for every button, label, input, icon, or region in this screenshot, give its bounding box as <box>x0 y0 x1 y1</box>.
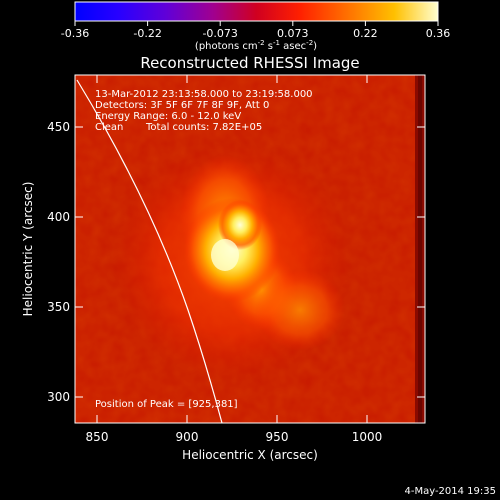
energy-range-text: Energy Range: 6.0 - 12.0 keV <box>95 111 241 122</box>
axis-ticks <box>75 75 425 423</box>
info-annotations: 13-Mar-2012 23:13:58.000 to 23:19:58.000… <box>95 89 313 133</box>
colorbar-tick-label: 0.073 <box>277 27 309 40</box>
x-tick-label: 1000 <box>352 430 383 444</box>
clean-text: Clean <box>95 122 123 133</box>
x-tick-label: 850 <box>86 430 109 444</box>
x-tick-label: 900 <box>176 430 199 444</box>
colorbar-tick-label: 0.22 <box>353 27 378 40</box>
colorbar-ticks <box>74 21 439 26</box>
total-counts-text: Total counts: 7.82E+05 <box>145 122 262 133</box>
flare-image <box>75 75 425 423</box>
detectors-text: Detectors: 3F 5F 6F 7F 8F 9F, Att 0 <box>95 100 269 111</box>
x-tick-label: 950 <box>266 430 289 444</box>
colorbar: -0.36 -0.22 -0.073 0.073 0.22 0.36 (phot… <box>61 1 451 52</box>
timestamp-text: 4-May-2014 19:35 <box>404 486 496 497</box>
plot-title: Reconstructed RHESSI Image <box>140 54 359 72</box>
colorbar-unit-label: (photons cm-2 s-1 asec-2) <box>195 39 317 52</box>
y-tick-label: 350 <box>47 300 70 314</box>
y-axis-label: Heliocentric Y (arcsec) <box>21 182 35 317</box>
peak-position-text: Position of Peak = [925,381] <box>95 399 238 410</box>
y-tick-label: 300 <box>47 390 70 404</box>
colorbar-tick-label: -0.073 <box>202 27 237 40</box>
x-axis-label: Heliocentric X (arcsec) <box>182 448 318 462</box>
plot-frame <box>74 74 426 424</box>
colorbar-tick-label: -0.22 <box>133 27 161 40</box>
solar-limb-line <box>76 79 223 423</box>
colorbar-tick-label: -0.36 <box>61 27 89 40</box>
colorbar-tick-label: 0.36 <box>426 27 451 40</box>
y-tick-label: 450 <box>47 120 70 134</box>
y-tick-label: 400 <box>47 210 70 224</box>
time-range-text: 13-Mar-2012 23:13:58.000 to 23:19:58.000 <box>95 89 313 100</box>
colorbar-gradient <box>74 1 439 22</box>
